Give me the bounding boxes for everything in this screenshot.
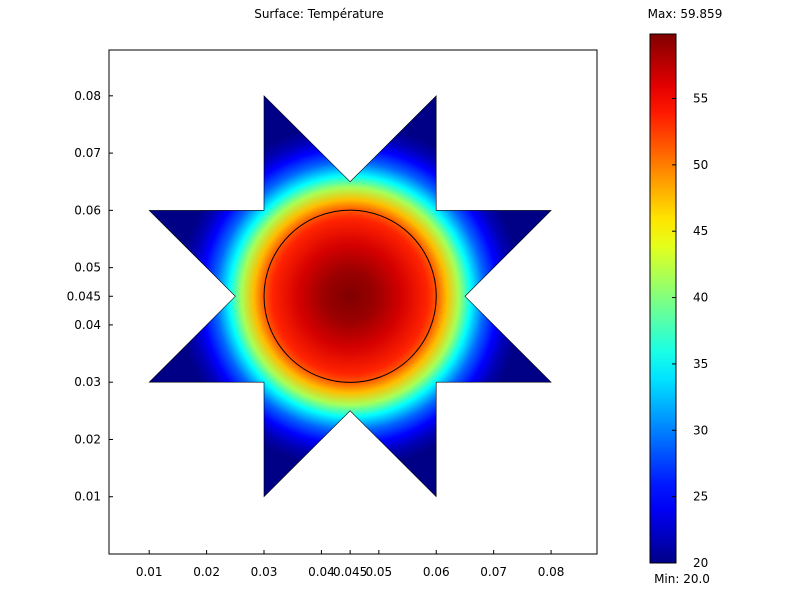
colorbar-min-label: Min: 20.0 xyxy=(654,572,710,586)
y-tick-label: 0.06 xyxy=(74,203,101,217)
colorbar-tick-label: 55 xyxy=(693,91,708,105)
colorbar-max-label: Max: 59.859 xyxy=(648,7,723,21)
colorbar-tick-label: 50 xyxy=(693,158,708,172)
x-tick-label: 0.07 xyxy=(480,565,507,579)
x-tick-label: 0.05 xyxy=(365,565,392,579)
colorbar-tick-label: 20 xyxy=(693,556,708,570)
y-tick-label: 0.08 xyxy=(74,89,101,103)
colorbar-tick-label: 35 xyxy=(693,357,708,371)
y-tick-label: 0.07 xyxy=(74,146,101,160)
x-tick-label: 0.08 xyxy=(538,565,565,579)
y-tick-label: 0.04 xyxy=(74,318,101,332)
colorbar-tick-label: 25 xyxy=(693,490,708,504)
colorbar xyxy=(649,33,677,564)
colorbar-tick-label: 45 xyxy=(693,224,708,238)
x-tick-label: 0.045 xyxy=(333,565,367,579)
inner-circle-boundary xyxy=(263,209,437,383)
y-tick-label: 0.045 xyxy=(67,289,101,303)
x-tick-label: 0.04 xyxy=(308,565,335,579)
y-tick-label: 0.05 xyxy=(74,261,101,275)
x-tick-label: 0.03 xyxy=(251,565,278,579)
y-tick-label: 0.03 xyxy=(74,375,101,389)
x-tick-label: 0.06 xyxy=(423,565,450,579)
colorbar-tick-label: 40 xyxy=(693,291,708,305)
colorbar-tick-label: 30 xyxy=(693,423,708,437)
x-tick-label: 0.02 xyxy=(193,565,220,579)
y-tick-label: 0.02 xyxy=(74,432,101,446)
plot-title: Surface: Température xyxy=(254,7,384,21)
star-domain-outline xyxy=(148,95,552,498)
y-tick-label: 0.01 xyxy=(74,490,101,504)
x-tick-label: 0.01 xyxy=(136,565,163,579)
